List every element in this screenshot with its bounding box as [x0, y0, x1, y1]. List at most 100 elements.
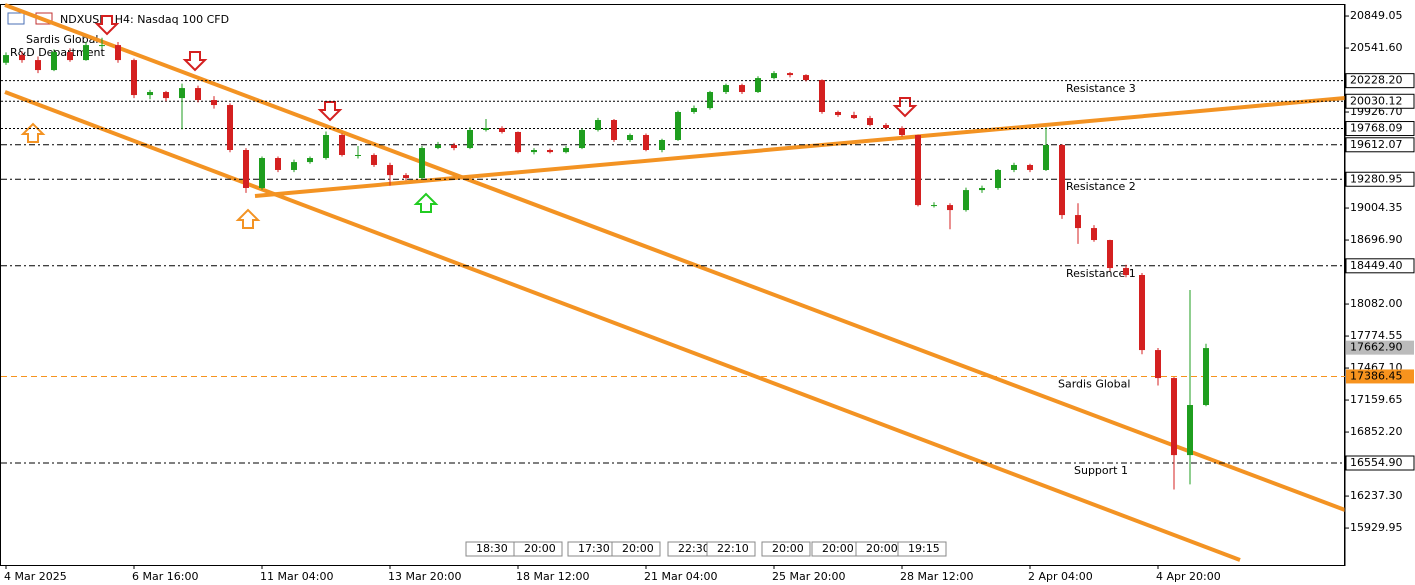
price-box	[1345, 455, 1415, 471]
candle-body	[259, 158, 265, 188]
time-marker: 17:30	[578, 542, 610, 555]
candle-body	[611, 120, 617, 141]
annotation: Support 1	[1074, 464, 1128, 477]
candle-body	[435, 145, 441, 149]
candle-body	[659, 140, 665, 150]
candle-body	[1155, 350, 1161, 379]
time-marker: 22:10	[717, 542, 749, 555]
time-marker: 20:00	[622, 542, 654, 555]
candle-body	[1059, 145, 1065, 216]
annotation: Resistance 3	[1066, 82, 1136, 95]
time-marker: 20:00	[772, 542, 804, 555]
price-box	[1345, 258, 1415, 274]
y-tick-label: 18696.90	[1350, 233, 1403, 246]
candle-body	[867, 118, 873, 126]
x-tick-label: 28 Mar 12:00	[900, 570, 973, 583]
price-box	[1345, 73, 1415, 89]
candle-body	[979, 187, 985, 191]
candle-body	[1075, 215, 1081, 229]
trendline	[4, 90, 1241, 562]
candle-body	[211, 100, 217, 106]
candle-body	[419, 148, 425, 178]
x-tick-label: 4 Mar 2025	[4, 570, 67, 583]
candle-body	[355, 154, 361, 156]
current-price-label: 17662.90	[1350, 341, 1403, 354]
arrow-down	[892, 97, 918, 118]
indicator-label: Sardis Global	[26, 33, 98, 46]
arrow-up	[413, 192, 439, 213]
candle-body	[1171, 378, 1177, 456]
x-tick-label: 2 Apr 04:00	[1028, 570, 1093, 583]
y-tick-label: 18082.00	[1350, 297, 1403, 310]
x-tick-label: 18 Mar 12:00	[516, 570, 589, 583]
candle-body	[147, 92, 153, 96]
candle-body	[499, 128, 505, 132]
candle-body	[19, 55, 25, 61]
candle-body	[99, 45, 105, 47]
candle-body	[963, 190, 969, 211]
candle-body	[195, 88, 201, 101]
candle-body	[35, 60, 41, 71]
time-marker-box	[513, 541, 563, 557]
candle-body	[931, 205, 937, 207]
candle-body	[787, 73, 793, 76]
x-tick-label: 11 Mar 04:00	[260, 570, 333, 583]
candle-body	[403, 175, 409, 178]
y-tick-label: 17774.55	[1350, 329, 1403, 342]
y-tick-label: 20849.05	[1350, 9, 1403, 22]
candle-body	[131, 60, 137, 96]
time-marker-box	[611, 541, 661, 557]
price-label: 18449.40	[1350, 259, 1403, 272]
candle-body	[579, 130, 585, 149]
y-tick-label: 15929.95	[1350, 521, 1403, 534]
time-marker: 22:30	[678, 542, 710, 555]
y-tick-label: 16237.30	[1350, 489, 1403, 502]
candle-body	[467, 130, 473, 149]
candle-body	[995, 169, 1001, 188]
candle-body	[291, 162, 297, 170]
chart-title: NDXUSD, H4: Nasdaq 100 CFD	[60, 13, 229, 26]
candle-body	[307, 158, 313, 163]
time-marker-box	[897, 541, 947, 557]
x-tick-label: 4 Apr 20:00	[1156, 570, 1221, 583]
candle-body	[1139, 275, 1145, 351]
candle-body	[835, 112, 841, 116]
time-marker-box	[706, 541, 756, 557]
price-label: 20030.12	[1350, 94, 1403, 107]
candle-body	[755, 78, 761, 93]
price-label: 20228.20	[1350, 74, 1403, 87]
candle-body	[1011, 164, 1017, 170]
candle-body	[627, 135, 633, 141]
candle-body	[1187, 405, 1193, 456]
candle-body	[1043, 145, 1049, 170]
candle-body	[899, 128, 905, 136]
candle-body	[771, 73, 777, 79]
arrow-up	[235, 208, 261, 229]
candle-body	[947, 205, 953, 211]
candle-body	[323, 135, 329, 159]
candle-body	[275, 158, 281, 170]
annotation: Resistance 1	[1066, 267, 1136, 280]
x-tick-label: 13 Mar 20:00	[388, 570, 461, 583]
time-marker: 19:15	[908, 542, 940, 555]
price-box	[1345, 93, 1415, 109]
y-tick-label: 19004.35	[1350, 201, 1403, 214]
current-price-box	[1346, 340, 1414, 355]
candle-body	[915, 135, 921, 206]
candle-body	[115, 45, 121, 61]
candle-body	[515, 131, 521, 153]
candle-body	[179, 88, 185, 99]
y-tick-label: 17159.65	[1350, 393, 1403, 406]
time-marker-box	[761, 541, 811, 557]
candle-body	[243, 149, 249, 188]
candle-body	[387, 164, 393, 176]
candle-body	[451, 145, 457, 149]
x-tick-label: 21 Mar 04:00	[644, 570, 717, 583]
time-marker: 20:00	[822, 542, 854, 555]
candle-body	[547, 149, 553, 153]
indicator-label: R&D Department	[10, 46, 105, 59]
candle-body	[739, 85, 745, 93]
candle-body	[1027, 164, 1033, 170]
